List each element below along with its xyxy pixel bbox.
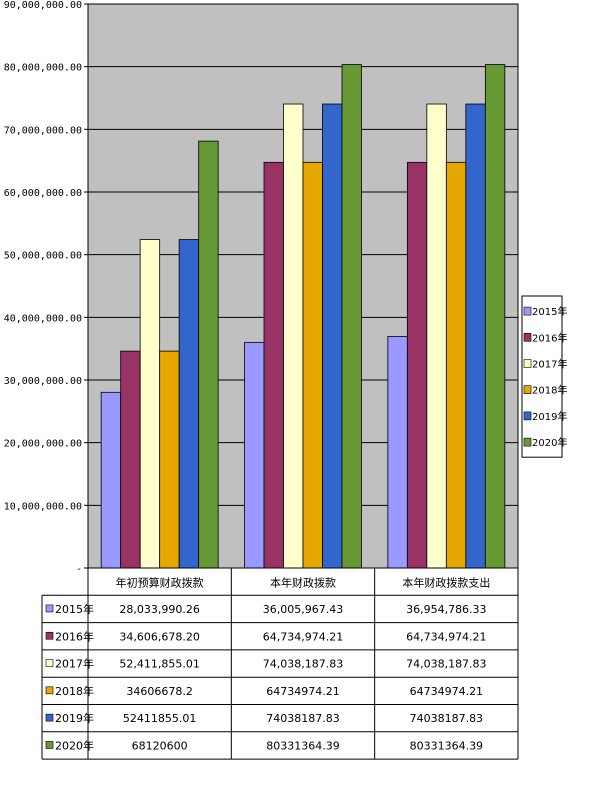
- data-label: 74038187.83: [266, 712, 339, 725]
- data-label: 28,033,990.26: [119, 603, 199, 616]
- bar: [387, 336, 408, 569]
- y-tick-label: 70,000,000.00: [4, 125, 82, 136]
- legend-key: [523, 306, 532, 316]
- y-tick-label: 30,000,000.00: [4, 376, 82, 387]
- legend-label: 2017年: [532, 358, 567, 371]
- bar: [341, 64, 362, 569]
- data-label: 64734974.21: [410, 685, 483, 698]
- bar: [120, 350, 141, 569]
- table-series-name: 2019年: [55, 711, 94, 725]
- table-series-name: 2015年: [55, 602, 94, 616]
- table-legend-key: [45, 604, 54, 613]
- bar: [139, 239, 161, 569]
- table-legend-key: [45, 631, 54, 640]
- bar: [244, 341, 265, 569]
- bar: [159, 350, 180, 569]
- table-series-name: 2017年: [55, 657, 94, 671]
- table-legend-key: [45, 686, 54, 695]
- data-label: 80331364.39: [410, 739, 483, 752]
- bar: [302, 161, 323, 569]
- bar: [406, 161, 428, 569]
- y-tick-label: 10,000,000.00: [4, 501, 82, 512]
- bar: [263, 161, 284, 569]
- data-label: 34606678.2: [126, 685, 192, 698]
- table-legend-key: [45, 713, 54, 722]
- bar: [178, 239, 200, 569]
- bar: [445, 161, 467, 569]
- y-tick-label: -: [76, 564, 82, 575]
- category-label: 本年财政拨款支出: [402, 576, 490, 590]
- data-label: 80331364.39: [266, 739, 339, 752]
- data-label: 36,954,786.33: [406, 603, 486, 616]
- bar: [484, 64, 506, 569]
- bar: [283, 103, 304, 569]
- table-series-name: 2020年: [55, 738, 94, 752]
- data-label: 74,038,187.83: [263, 658, 343, 671]
- data-label: 64734974.21: [266, 685, 339, 698]
- table-legend-key: [45, 741, 54, 749]
- legend-key: [523, 332, 532, 342]
- legend-box: [521, 295, 563, 458]
- legend-key: [523, 359, 532, 368]
- legend-key: [523, 385, 532, 395]
- data-label: 64,734,974.21: [263, 630, 343, 643]
- bar: [426, 103, 447, 569]
- data-label: 64,734,974.21: [406, 630, 486, 643]
- y-tick-label: 20,000,000.00: [4, 439, 82, 450]
- data-label: 74038187.83: [410, 712, 483, 725]
- legend-label: 2015年: [532, 305, 567, 318]
- bar: [198, 140, 219, 569]
- legend-key: [523, 411, 532, 421]
- y-tick-label: 50,000,000.00: [4, 251, 82, 262]
- legend-label: 2020年: [532, 436, 567, 449]
- data-label: 74,038,187.83: [406, 658, 486, 671]
- data-label: 52411855.01: [123, 712, 196, 725]
- legend-label: 2019年: [532, 410, 567, 423]
- table-series-name: 2016年: [55, 629, 94, 643]
- y-tick-label: 80,000,000.00: [4, 63, 82, 74]
- data-label: 52,411,855.01: [119, 658, 199, 671]
- table-legend-key: [45, 659, 54, 667]
- bar: [100, 391, 122, 569]
- table-series-name: 2018年: [55, 684, 94, 698]
- category-label: 本年财政拨款: [270, 576, 336, 590]
- legend-label: 2018年: [532, 384, 567, 397]
- bar: [322, 103, 343, 569]
- y-tick-label: 90,000,000.00: [4, 0, 82, 11]
- data-label: 34,606,678.20: [119, 630, 199, 643]
- legend-label: 2016年: [532, 331, 567, 344]
- legend-key: [523, 437, 532, 447]
- category-label: 年初预算财政拨款: [116, 576, 204, 590]
- y-tick-label: 60,000,000.00: [4, 188, 82, 199]
- data-label: 36,005,967.43: [263, 603, 343, 616]
- y-tick-label: 40,000,000.00: [4, 313, 82, 324]
- data-label: 68120600: [132, 739, 188, 752]
- bar: [465, 103, 486, 569]
